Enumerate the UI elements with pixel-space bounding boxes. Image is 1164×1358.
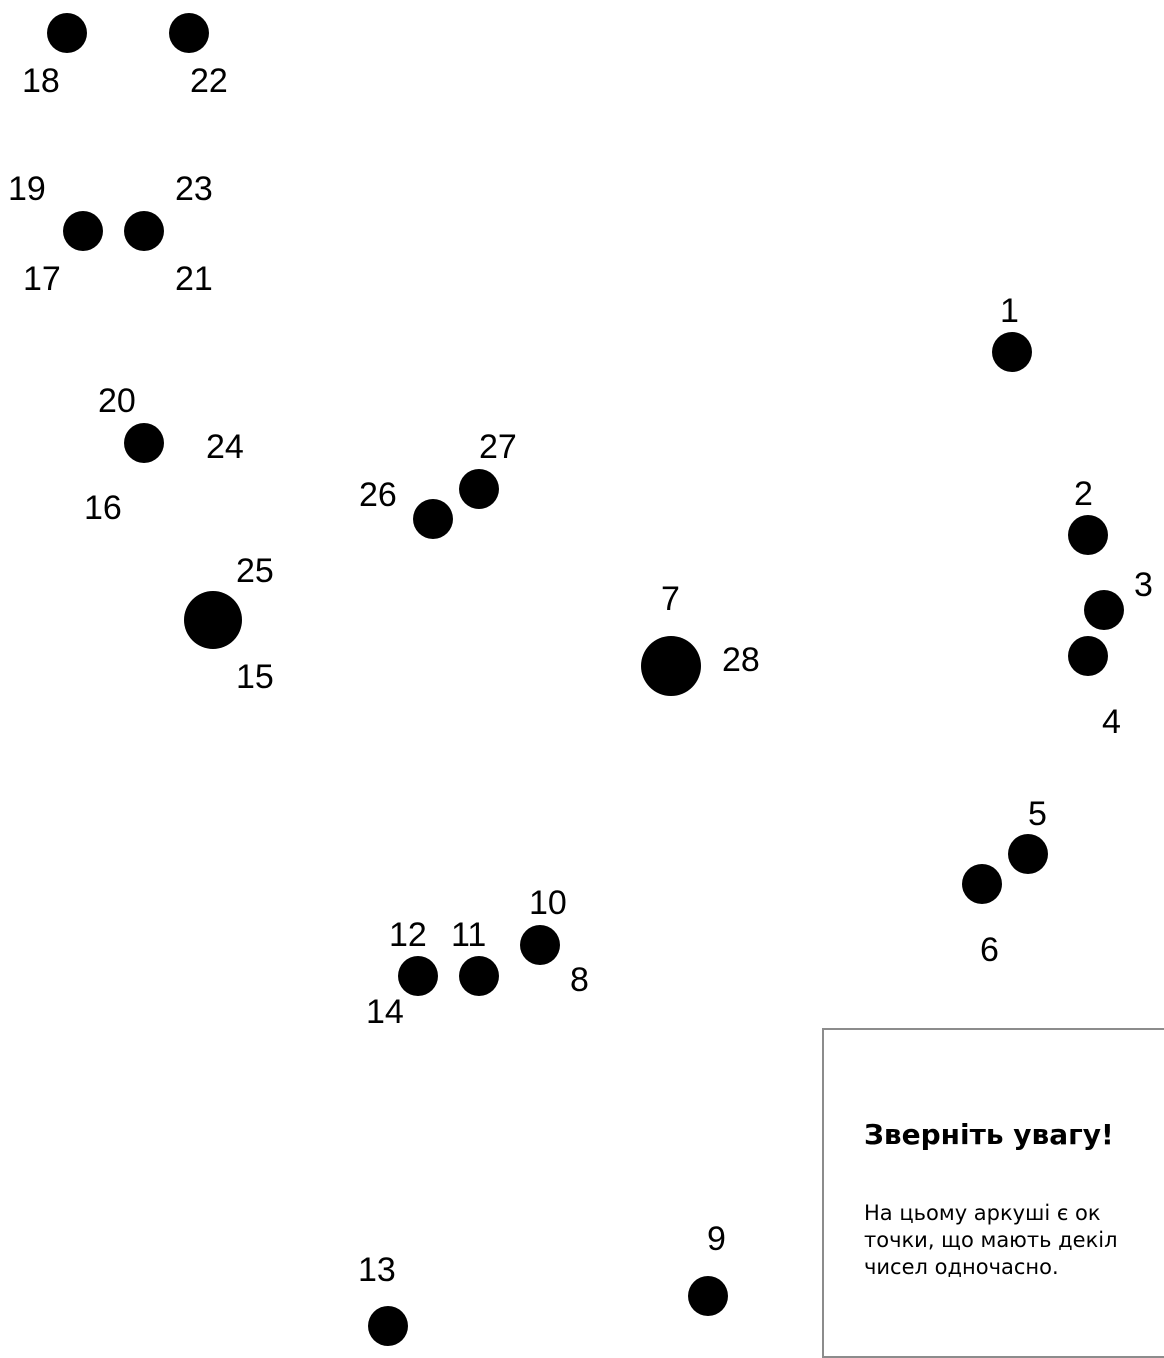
dot-point bbox=[184, 591, 242, 649]
dot-point bbox=[962, 864, 1002, 904]
dot-number-label: 6 bbox=[980, 931, 999, 969]
dot-number-label: 7 bbox=[661, 580, 680, 618]
notice-body-line: чисел одночасно. bbox=[864, 1255, 1059, 1279]
notice-box: Зверніть увагу! На цьому аркуші є ок точ… bbox=[822, 1028, 1164, 1358]
dot-point bbox=[520, 925, 560, 965]
dot-number-label: 10 bbox=[529, 884, 567, 922]
dot-number-label: 23 bbox=[175, 170, 213, 208]
dot-point bbox=[992, 332, 1032, 372]
dot-number-label: 26 bbox=[359, 476, 397, 514]
dot-number-label: 12 bbox=[389, 916, 427, 954]
dot-number-label: 16 bbox=[84, 489, 122, 527]
notice-body: На цьому аркуші є ок точки, що мають дек… bbox=[864, 1200, 1164, 1281]
dot-point bbox=[398, 956, 438, 996]
dot-number-label: 13 bbox=[358, 1251, 396, 1289]
dot-number-label: 21 bbox=[175, 260, 213, 298]
dot-point bbox=[1084, 590, 1124, 630]
dot-point bbox=[169, 13, 209, 53]
dot-point bbox=[459, 469, 499, 509]
dot-number-label: 8 bbox=[570, 961, 589, 999]
dot-number-label: 3 bbox=[1134, 566, 1153, 604]
dot-number-label: 25 bbox=[236, 552, 274, 590]
dot-number-label: 24 bbox=[206, 428, 244, 466]
dot-point bbox=[63, 211, 103, 251]
dot-point bbox=[368, 1306, 408, 1346]
dot-point bbox=[641, 636, 701, 696]
dot-number-label: 2 bbox=[1074, 475, 1093, 513]
dot-number-label: 5 bbox=[1028, 795, 1047, 833]
dot-number-label: 1 bbox=[1000, 292, 1019, 330]
notice-body-line: На цьому аркуші є ок bbox=[864, 1201, 1101, 1225]
dot-number-label: 11 bbox=[451, 916, 487, 954]
dot-point bbox=[1068, 636, 1108, 676]
dot-number-label: 22 bbox=[190, 62, 228, 100]
dot-number-label: 28 bbox=[722, 641, 760, 679]
notice-title: Зверніть увагу! bbox=[864, 1118, 1114, 1151]
dot-point bbox=[413, 499, 453, 539]
dot-number-label: 18 bbox=[22, 62, 60, 100]
dot-point bbox=[124, 423, 164, 463]
notice-body-line: точки, що мають декіл bbox=[864, 1228, 1118, 1252]
dot-point bbox=[459, 956, 499, 996]
dot-number-label: 19 bbox=[8, 170, 46, 208]
dot-number-label: 14 bbox=[366, 993, 404, 1031]
dot-number-label: 15 bbox=[236, 658, 274, 696]
dot-number-label: 20 bbox=[98, 382, 136, 420]
dot-number-label: 27 bbox=[479, 428, 517, 466]
dot-point bbox=[688, 1276, 728, 1316]
dot-number-label: 17 bbox=[23, 260, 61, 298]
dot-point bbox=[1008, 834, 1048, 874]
dot-point bbox=[47, 13, 87, 53]
dot-point bbox=[124, 211, 164, 251]
dot-number-label: 9 bbox=[707, 1220, 726, 1258]
dot-number-label: 4 bbox=[1102, 703, 1121, 741]
dot-point bbox=[1068, 515, 1108, 555]
